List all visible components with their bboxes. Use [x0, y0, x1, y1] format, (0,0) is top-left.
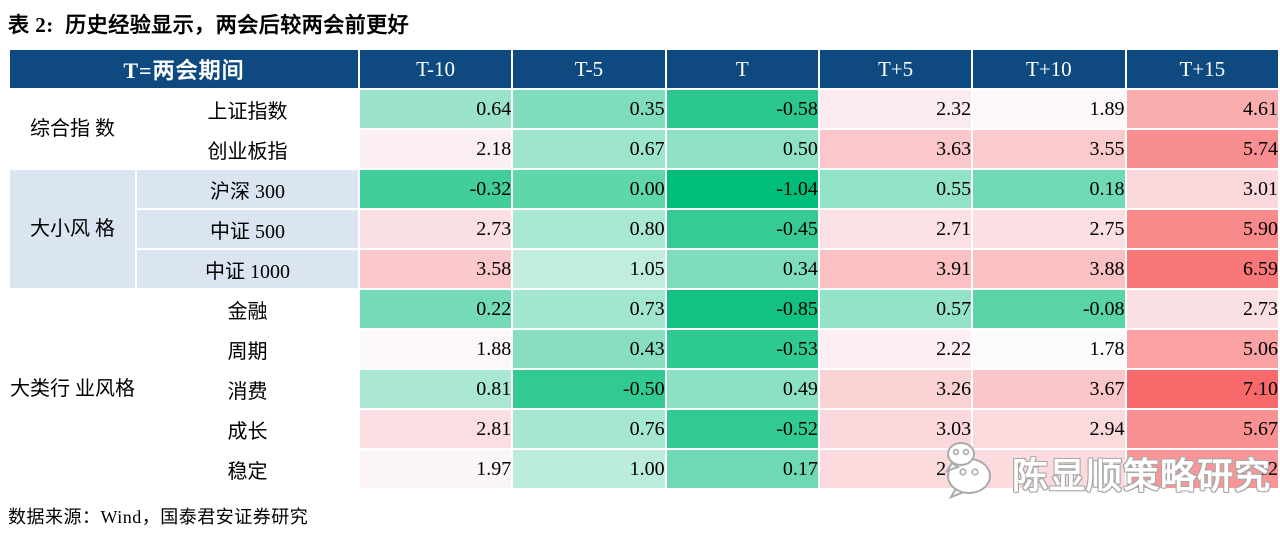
watermark-text: 陈显顺策略研究: [1012, 454, 1272, 496]
value-cell: -0.85: [664, 288, 820, 330]
value-cell: 2.81: [357, 408, 514, 450]
column-header-T-5: T-5: [511, 48, 667, 90]
value-cell: -0.50: [511, 368, 667, 410]
column-header-T: T: [664, 48, 820, 90]
value-cell: 2.94: [971, 408, 1127, 450]
value-cell: 5.06: [1124, 328, 1280, 370]
value-cell: 0.43: [511, 328, 667, 370]
row-label-cell: 沪深 300: [135, 168, 360, 210]
value-cell: 3.63: [817, 128, 974, 170]
value-cell: 0.76: [511, 408, 667, 450]
value-cell: 3.03: [817, 408, 974, 450]
value-cell: 2.94: [817, 448, 974, 490]
group-label-cell: 大类行 业风格: [8, 288, 137, 490]
value-cell: 0.57: [817, 288, 974, 330]
group-label-cell: 综合指 数: [8, 88, 137, 170]
value-cell: 1.88: [357, 328, 514, 370]
row-label-cell: 中证 500: [135, 208, 360, 250]
source-note: 数据来源：Wind，国泰君安证券研究: [8, 507, 309, 527]
value-cell: 0.35: [511, 88, 667, 130]
table-row: 中证 500 2.73 0.80 -0.45 2.71 2.75 5.90: [9, 208, 1280, 250]
wechat-icon: [942, 441, 1012, 504]
header-corner: T=两会期间: [8, 48, 360, 90]
value-cell: 2.75: [971, 208, 1127, 250]
value-cell: 5.90: [1124, 208, 1280, 250]
value-cell: -1.04: [664, 168, 820, 210]
column-header-T+5: T+5: [817, 48, 974, 90]
row-label-cell: 周期: [135, 328, 360, 370]
value-cell: -0.32: [357, 168, 514, 210]
value-cell: 3.55: [971, 128, 1127, 170]
value-cell: 2.18: [357, 128, 514, 170]
row-label-cell: 创业板指: [135, 128, 360, 170]
value-cell: -0.53: [664, 328, 820, 370]
value-cell: 0.55: [817, 168, 974, 210]
table-row: 中证 1000 3.58 1.05 0.34 3.91 3.88 6.59: [9, 248, 1280, 290]
value-cell: 3.58: [357, 248, 514, 290]
table-row: 大小风 格沪深 300 -0.32 0.00 -1.04 0.55 0.18 3.01: [8, 168, 1280, 290]
value-cell: 0.64: [357, 88, 514, 130]
value-cell: 0.67: [511, 128, 667, 170]
value-cell: 2.73: [1124, 288, 1280, 330]
value-cell: -0.08: [971, 288, 1127, 330]
value-cell: 1.89: [971, 88, 1127, 130]
value-cell: 1.97: [357, 448, 514, 490]
value-cell: 0.50: [664, 128, 820, 170]
value-cell: 2.32: [817, 88, 974, 130]
value-cell: 2.73: [357, 208, 514, 250]
value-cell: 3.88: [971, 248, 1127, 290]
table-title: 表 2: 历史经验显示，两会后较两会前更好: [8, 13, 410, 37]
table-body: 综合指 数上证指数 0.64 0.35 -0.58 2.32 1.89 4.61 创业板指 2.…: [8, 88, 1280, 490]
value-cell: 0.22: [357, 288, 514, 330]
value-cell: 1.00: [511, 448, 667, 490]
value-cell: 6.59: [1124, 248, 1280, 290]
row-label-cell: 消费: [135, 368, 360, 410]
value-cell: 1.78: [971, 328, 1127, 370]
value-cell: 0.80: [511, 208, 667, 250]
column-header-T-10: T-10: [357, 48, 514, 90]
table-row: 综合指 数上证指数 0.64 0.35 -0.58 2.32 1.89 4.61: [8, 88, 1280, 170]
value-cell: 0.18: [971, 168, 1127, 210]
value-cell: 2.71: [817, 208, 974, 250]
heatmap-table: T=两会期间 T-10 T-5 T T+5 T+10 T+15 综合指 数上证指数 0.64…: [8, 48, 1280, 490]
value-cell: -0.58: [664, 88, 820, 130]
value-cell: 0.81: [357, 368, 514, 410]
table-row: 创业板指 2.18 0.67 0.50 3.63 3.55 5.74: [9, 128, 1280, 170]
row-label-cell: 金融: [135, 288, 360, 330]
table-row: 大类行 业风格 金融 0.22 0.73 -0.85 0.57 -0.08 2.73: [8, 288, 1280, 490]
table-row: 成长 2.81 0.76 -0.52 3.03 2.94 5.67: [9, 408, 1280, 450]
value-cell: 7.10: [1124, 368, 1280, 410]
header-row: T=两会期间 T-10 T-5 T T+5 T+10 T+15: [8, 48, 1280, 90]
table-row: 周期 1.88 0.43 -0.53 2.22 1.78 5.06: [9, 328, 1280, 370]
table-row: 消费 0.81 -0.50 0.49 3.26 3.67 7.10: [9, 368, 1280, 410]
value-cell: 3.91: [817, 248, 974, 290]
value-cell: 2.22: [817, 328, 974, 370]
value-cell: 3.26: [817, 368, 974, 410]
row-label-cell: 上证指数: [135, 88, 360, 130]
row-label-cell: 中证 1000: [135, 248, 360, 290]
value-cell: -0.52: [664, 408, 820, 450]
value-cell: 0.73: [511, 288, 667, 330]
column-header-T+15: T+15: [1124, 48, 1280, 90]
row-label-cell: 成长: [135, 408, 360, 450]
value-cell: 1.05: [511, 248, 667, 290]
value-cell: 0.34: [664, 248, 820, 290]
watermark: 陈显顺策略研究: [942, 441, 1271, 504]
value-cell: [971, 448, 1127, 490]
value-cell: 12: [1124, 448, 1280, 490]
value-cell: 5.74: [1124, 128, 1280, 170]
table-row: 稳定1.971.000.172.94 12: [9, 448, 1280, 490]
group-label-cell: 大小风 格: [8, 168, 137, 290]
value-cell: 5.67: [1124, 408, 1280, 450]
row-label-cell: 稳定: [135, 448, 360, 490]
column-header-T+10: T+10: [971, 48, 1127, 90]
value-cell: 3.67: [971, 368, 1127, 410]
value-cell: 0.49: [664, 368, 820, 410]
value-cell: 3.01: [1124, 168, 1280, 210]
value-cell: 4.61: [1124, 88, 1280, 130]
value-cell: 0.00: [511, 168, 667, 210]
value-cell: -0.45: [664, 208, 820, 250]
value-cell: 0.17: [664, 448, 820, 490]
